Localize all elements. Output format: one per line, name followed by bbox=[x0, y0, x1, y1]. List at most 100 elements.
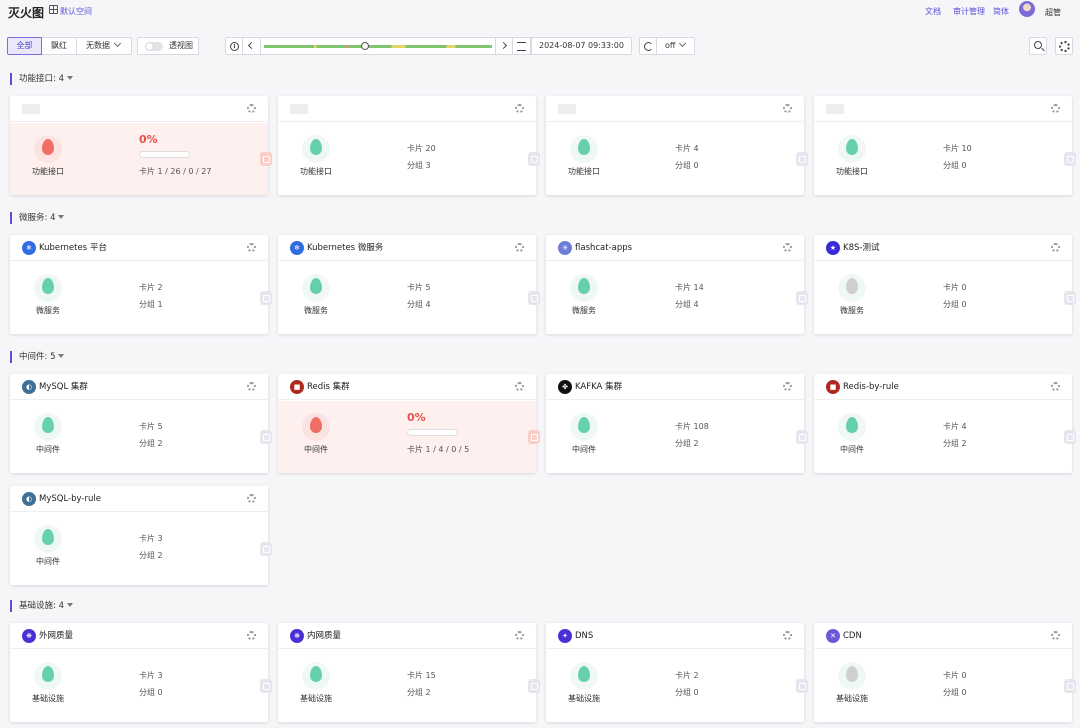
gear-icon[interactable] bbox=[783, 631, 792, 640]
space-link[interactable]: 默认空间 bbox=[60, 7, 92, 16]
flame-icon bbox=[570, 662, 598, 690]
gear-icon[interactable] bbox=[1051, 631, 1060, 640]
expand-tab-icon[interactable] bbox=[528, 152, 540, 166]
timeline-prev-button[interactable] bbox=[243, 37, 261, 55]
gear-icon[interactable] bbox=[247, 243, 256, 252]
expand-tab-icon[interactable] bbox=[796, 430, 808, 444]
gear-icon bbox=[1059, 41, 1070, 52]
card-count: 卡片 108 bbox=[675, 422, 709, 431]
service-card[interactable]: ■ Redis-by-rule 中间件 卡片 4 分组 2 bbox=[814, 374, 1076, 473]
flame-icon bbox=[302, 662, 330, 690]
service-card[interactable]: ■ Redis 集群 中间件 0% 卡片 1 / 4 / 0 / 5 bbox=[278, 374, 540, 473]
refresh-icon bbox=[644, 42, 653, 51]
card-header bbox=[546, 96, 804, 122]
gear-icon[interactable] bbox=[783, 243, 792, 252]
card-count: 卡片 20 bbox=[407, 144, 436, 153]
service-card[interactable]: 功能接口 卡片 20 分组 3 bbox=[278, 96, 540, 195]
expand-tab-icon[interactable] bbox=[260, 291, 272, 305]
gear-icon[interactable] bbox=[515, 631, 524, 640]
gear-icon[interactable] bbox=[247, 382, 256, 391]
refresh-button[interactable] bbox=[639, 37, 657, 55]
section-title: 中间件: 5 bbox=[19, 352, 56, 362]
expand-tab-icon[interactable] bbox=[1064, 679, 1076, 693]
expand-tab-icon[interactable] bbox=[260, 679, 272, 693]
expand-tab-icon[interactable] bbox=[796, 291, 808, 305]
gear-icon[interactable] bbox=[515, 104, 524, 113]
flame-icon bbox=[34, 413, 62, 441]
expand-tab-icon[interactable] bbox=[260, 430, 272, 444]
flame-icon bbox=[34, 274, 62, 302]
service-card[interactable]: ❄ Kubernetes 平台 微服务 卡片 2 分组 1 bbox=[10, 235, 272, 334]
card-header: ■ Redis-by-rule bbox=[814, 374, 1072, 400]
gear-icon[interactable] bbox=[247, 494, 256, 503]
timeline-handle[interactable] bbox=[361, 42, 369, 50]
audit-link[interactable]: 审计管理 bbox=[953, 7, 985, 16]
service-card[interactable]: 功能接口 卡片 4 分组 0 bbox=[546, 96, 808, 195]
docs-link[interactable]: 文档 bbox=[925, 7, 941, 16]
flame-icon bbox=[838, 662, 866, 690]
section-header[interactable]: 功能接口: 4 bbox=[10, 73, 73, 85]
service-card[interactable]: 功能接口 卡片 10 分组 0 bbox=[814, 96, 1076, 195]
expand-tab-icon[interactable] bbox=[260, 542, 272, 556]
group-count: 分组 0 bbox=[675, 161, 699, 170]
group-count: 分组 0 bbox=[943, 688, 967, 697]
filter-nodata-dropdown[interactable]: 无数据 bbox=[77, 37, 132, 55]
expand-tab-icon[interactable] bbox=[528, 679, 540, 693]
gear-icon[interactable] bbox=[247, 631, 256, 640]
service-card[interactable]: ✳ flashcat-apps 微服务 卡片 14 分组 4 bbox=[546, 235, 808, 334]
network-icon: ❋ bbox=[22, 629, 36, 643]
service-card[interactable]: ✦ DNS 基础设施 卡片 2 分组 0 bbox=[546, 623, 808, 722]
filter-all-button[interactable]: 全部 bbox=[7, 37, 42, 55]
section-title: 微服务: 4 bbox=[19, 213, 56, 223]
service-card[interactable]: ❋ 外网质量 基础设施 卡片 3 分组 0 bbox=[10, 623, 272, 722]
avatar[interactable] bbox=[1019, 1, 1035, 17]
expand-tab-icon[interactable] bbox=[796, 679, 808, 693]
gear-icon[interactable] bbox=[1051, 382, 1060, 391]
section-header[interactable]: 中间件: 5 bbox=[10, 351, 65, 363]
card-header: ◐ MySQL 集群 bbox=[10, 374, 268, 400]
refresh-interval-value: off bbox=[665, 41, 676, 50]
search-button[interactable] bbox=[1029, 37, 1047, 55]
gear-icon[interactable] bbox=[1051, 104, 1060, 113]
time-picker[interactable]: 2024-08-07 09:33:00 bbox=[531, 37, 632, 55]
gear-icon[interactable] bbox=[515, 382, 524, 391]
toggle-switch[interactable] bbox=[145, 42, 163, 51]
expand-tab-icon[interactable] bbox=[1064, 430, 1076, 444]
service-card[interactable]: ✤ KAFKA 集群 中间件 卡片 108 分组 2 bbox=[546, 374, 808, 473]
card-body: 微服务 卡片 0 分组 0 bbox=[814, 262, 1076, 334]
expand-tab-icon[interactable] bbox=[260, 152, 272, 166]
service-card[interactable]: ❄ Kubernetes 微服务 微服务 卡片 5 分组 4 bbox=[278, 235, 540, 334]
gear-icon[interactable] bbox=[247, 104, 256, 113]
section-header[interactable]: 基础设施: 4 bbox=[10, 600, 73, 612]
expand-tab-icon[interactable] bbox=[1064, 291, 1076, 305]
service-card[interactable]: ◐ MySQL 集群 中间件 卡片 5 分组 2 bbox=[10, 374, 272, 473]
card-category: 中间件 bbox=[840, 445, 864, 454]
card-category: 中间件 bbox=[36, 445, 60, 454]
time-swap-button[interactable] bbox=[513, 37, 531, 55]
service-card[interactable]: 功能接口 0% 卡片 1 / 26 / 0 / 27 bbox=[10, 96, 272, 195]
chevron-right-icon bbox=[499, 41, 508, 50]
timeline-slider[interactable] bbox=[261, 37, 495, 55]
gear-icon[interactable] bbox=[783, 382, 792, 391]
service-card[interactable]: ★ K8S-测试 微服务 卡片 0 分组 0 bbox=[814, 235, 1076, 334]
expand-tab-icon[interactable] bbox=[528, 291, 540, 305]
service-card[interactable]: ✕ CDN 基础设施 卡片 0 分组 0 bbox=[814, 623, 1076, 722]
gear-icon[interactable] bbox=[515, 243, 524, 252]
info-button[interactable] bbox=[225, 37, 243, 55]
gear-icon[interactable] bbox=[783, 104, 792, 113]
user-name[interactable]: 超管 bbox=[1045, 8, 1061, 17]
section-header[interactable]: 微服务: 4 bbox=[10, 212, 65, 224]
expand-tab-icon[interactable] bbox=[796, 152, 808, 166]
filter-red-button[interactable]: 飘红 bbox=[42, 37, 77, 55]
settings-button[interactable] bbox=[1055, 37, 1073, 55]
service-card[interactable]: ❋ 内网质量 基础设施 卡片 15 分组 2 bbox=[278, 623, 540, 722]
expand-tab-icon[interactable] bbox=[1064, 152, 1076, 166]
timeline-track bbox=[264, 45, 492, 48]
perspective-toggle[interactable]: 透视图 bbox=[137, 37, 199, 55]
expand-tab-icon[interactable] bbox=[528, 430, 540, 444]
gear-icon[interactable] bbox=[1051, 243, 1060, 252]
timeline-next-button[interactable] bbox=[495, 37, 513, 55]
refresh-interval-select[interactable]: off bbox=[657, 37, 695, 55]
service-card[interactable]: ◐ MySQL-by-rule 中间件 卡片 3 分组 2 bbox=[10, 486, 272, 585]
language-switch[interactable]: 简体 bbox=[993, 7, 1009, 16]
